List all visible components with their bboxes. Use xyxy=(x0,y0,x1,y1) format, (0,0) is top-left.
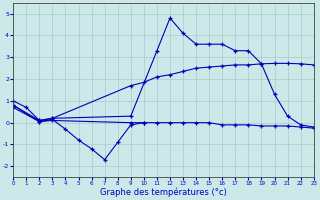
X-axis label: Graphe des températures (°c): Graphe des températures (°c) xyxy=(100,188,227,197)
